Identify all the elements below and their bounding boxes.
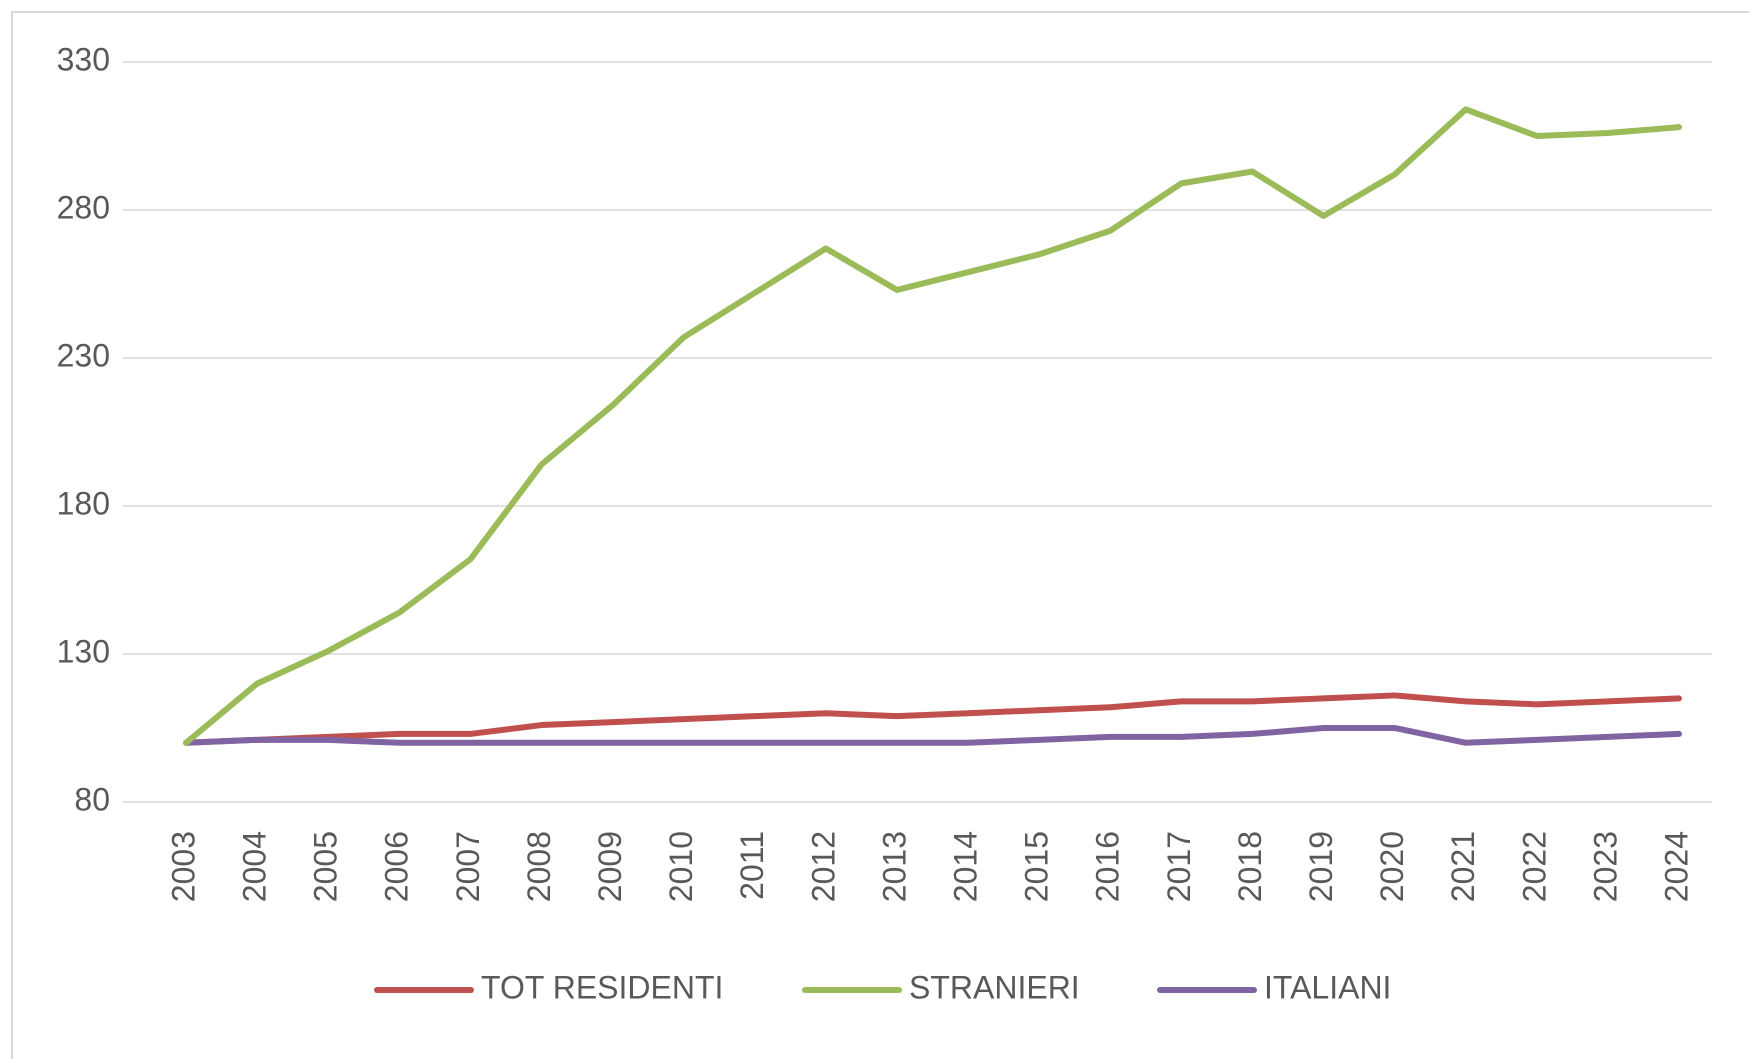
legend-label: STRANIERI	[909, 969, 1080, 1005]
x-tick-label: 2015	[1019, 831, 1055, 902]
x-tick-label: 2018	[1232, 831, 1268, 902]
x-tick-label: 2014	[948, 831, 984, 902]
y-tick-label: 80	[74, 781, 110, 817]
x-tick-label: 2024	[1658, 831, 1694, 902]
legend-label: TOT RESIDENTI	[481, 969, 723, 1005]
x-tick-label: 2020	[1374, 831, 1410, 902]
x-tick-label: 2023	[1587, 831, 1623, 902]
y-tick-label: 280	[57, 189, 110, 225]
legend-label: ITALIANI	[1264, 969, 1391, 1005]
x-tick-label: 2007	[450, 831, 486, 902]
x-tick-label: 2017	[1161, 831, 1197, 902]
line-series	[183, 725, 1682, 746]
x-tick-label: 2013	[876, 831, 912, 902]
line-series	[183, 106, 1682, 746]
chart-frame	[11, 11, 1749, 1059]
x-tick-label: 2022	[1516, 831, 1552, 902]
x-tick-label: 2009	[592, 831, 628, 902]
x-tick-label: 2011	[734, 831, 770, 900]
x-tick-label: 2010	[663, 831, 699, 902]
x-tick-label: 2012	[805, 831, 841, 902]
y-tick-label: 130	[57, 633, 110, 669]
x-tick-label: 2003	[165, 831, 201, 902]
y-tick-label: 330	[57, 41, 110, 77]
x-tick-label: 2006	[379, 831, 415, 902]
x-tick-label: 2005	[308, 831, 344, 902]
line-series	[183, 692, 1682, 746]
x-tick-label: 2008	[521, 831, 557, 902]
x-tick-label: 2019	[1303, 831, 1339, 902]
y-tick-label: 230	[57, 337, 110, 373]
x-tick-label: 2016	[1090, 831, 1126, 902]
x-tick-label: 2004	[237, 831, 273, 902]
x-tick-label: 2021	[1445, 831, 1481, 902]
y-tick-label: 180	[57, 485, 110, 521]
